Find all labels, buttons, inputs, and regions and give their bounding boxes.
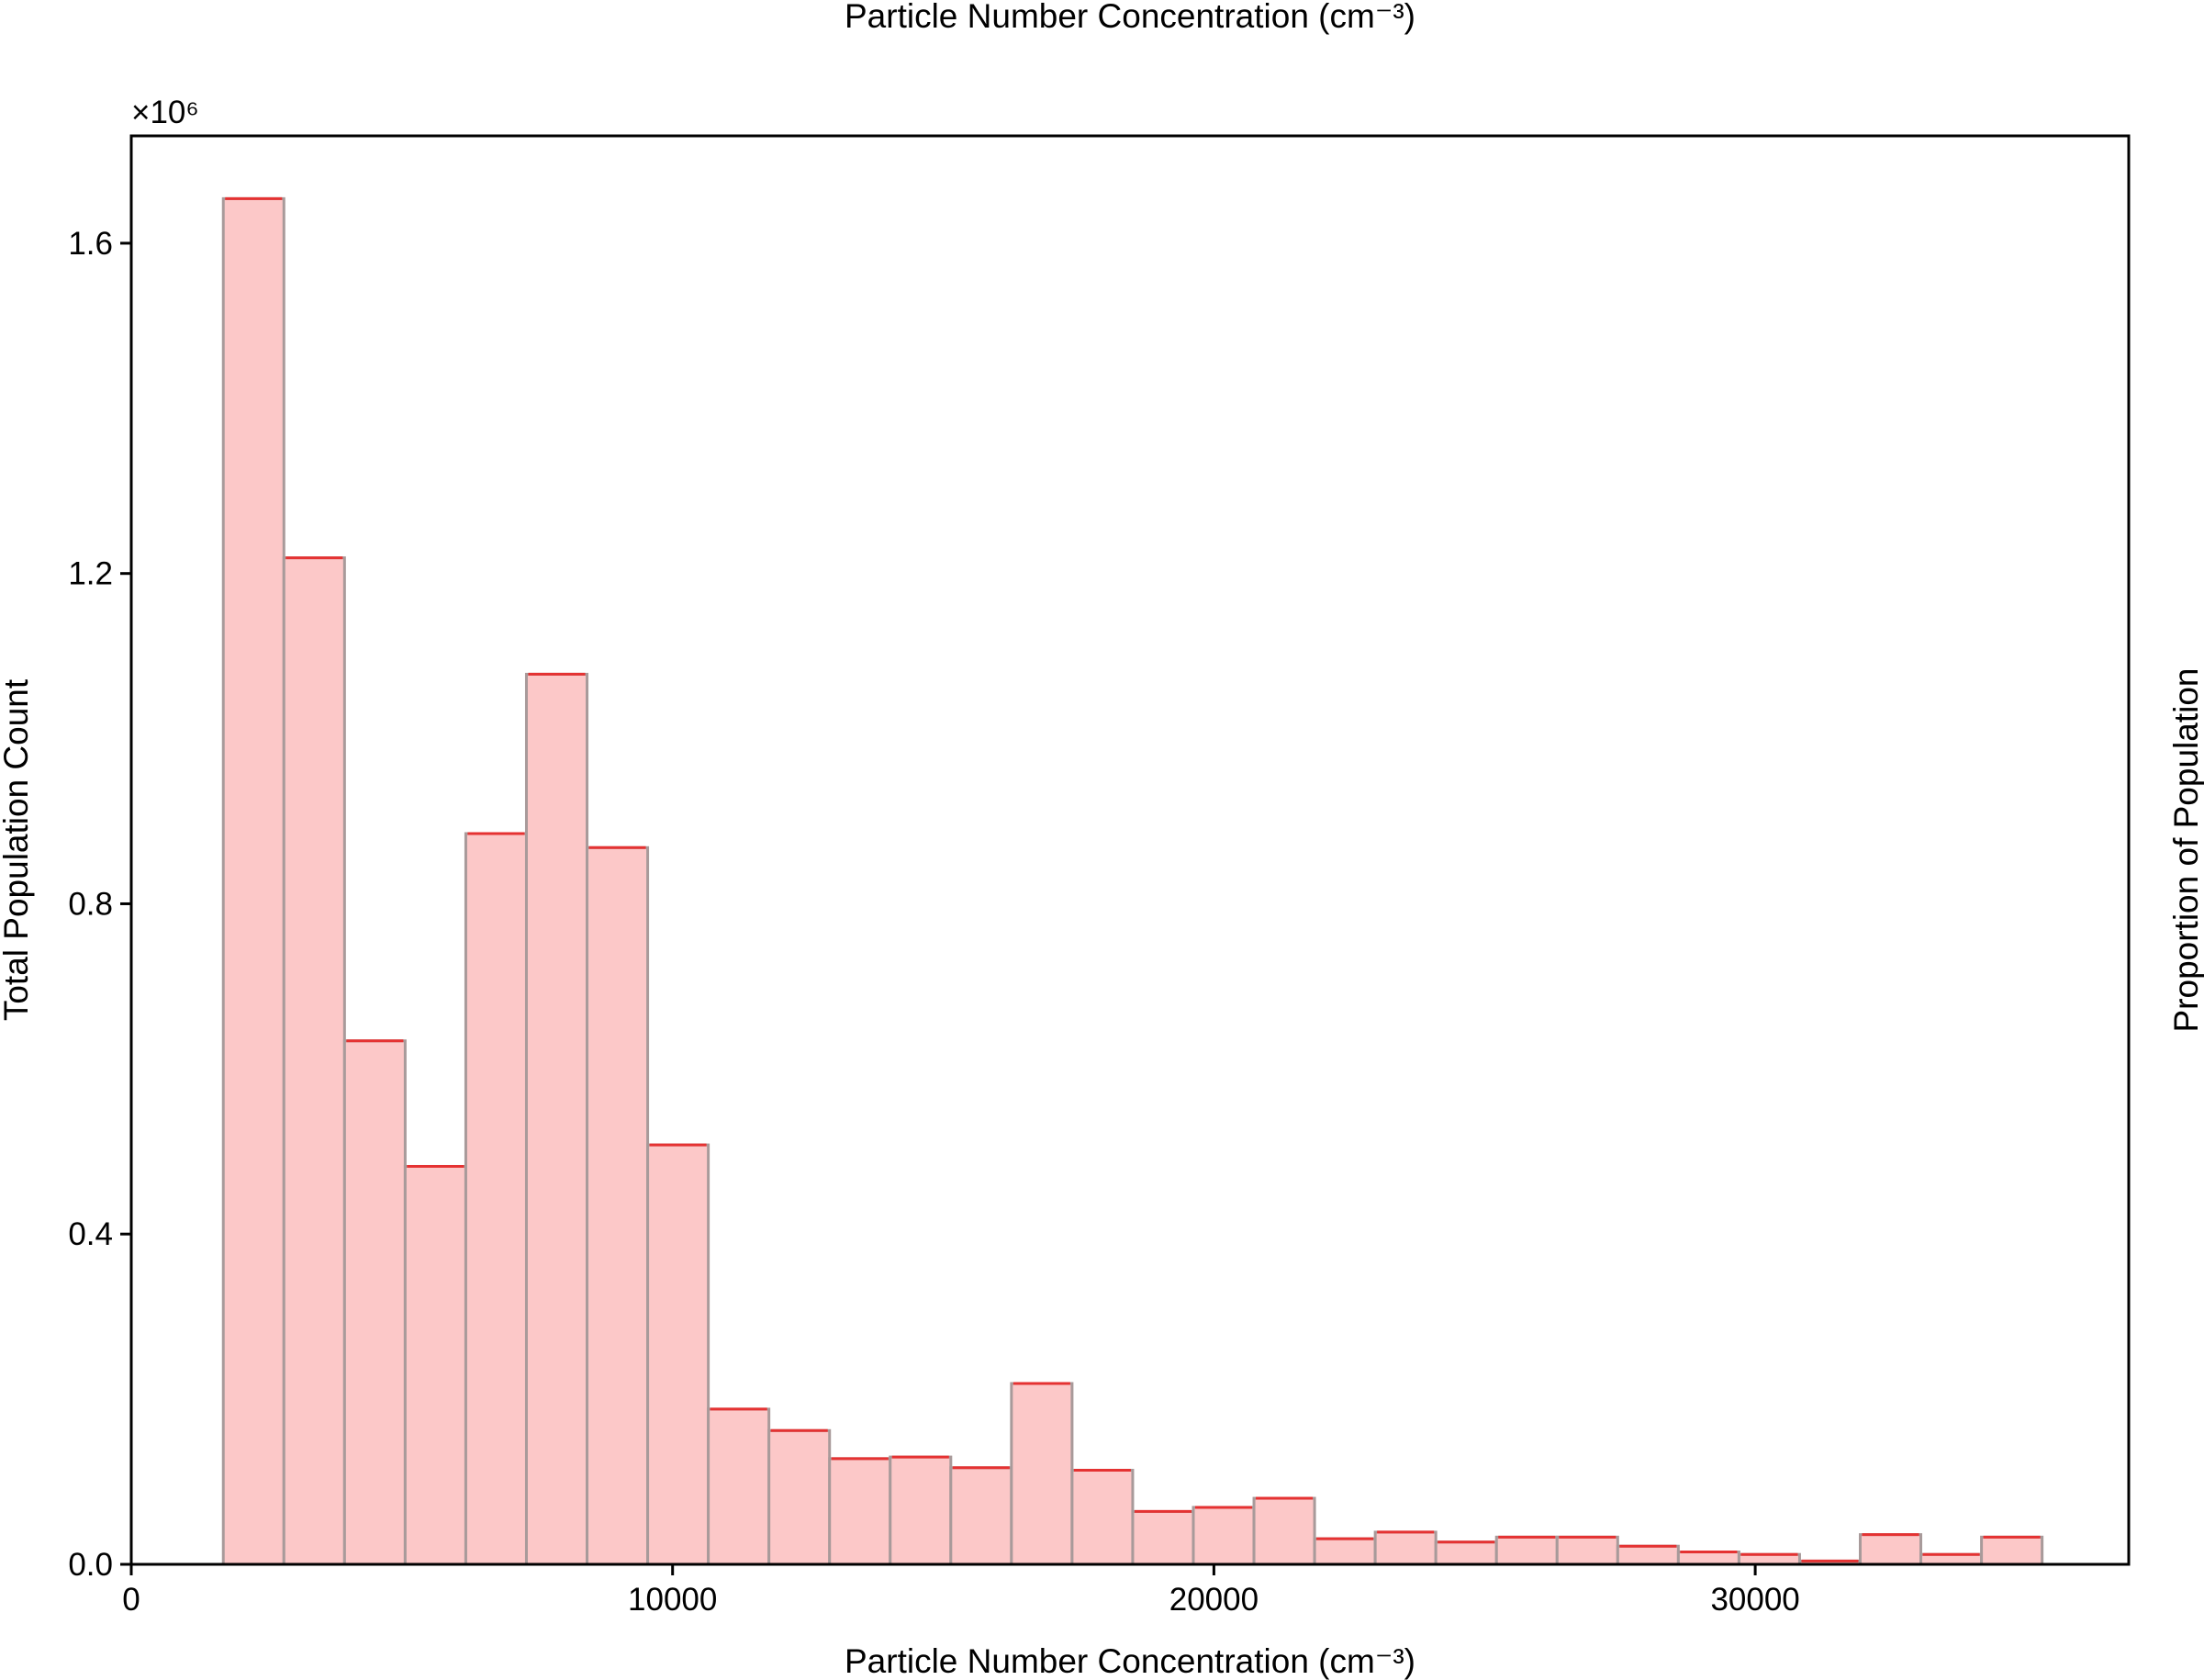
x-axis-ticks: 0 10000 20000 30000 xyxy=(122,1564,1800,1618)
y-tick-label: 0.8 xyxy=(68,886,113,922)
histogram-bar xyxy=(1010,1382,1074,1566)
histogram-bar xyxy=(1980,1535,2044,1566)
x-tick-label: 20000 xyxy=(1169,1582,1259,1618)
histogram-bar xyxy=(1373,1530,1438,1566)
y-axis-label: Total Population Count xyxy=(0,678,35,1021)
histogram-bar xyxy=(464,832,528,1566)
histogram-bar xyxy=(1494,1535,1559,1566)
histogram-bar xyxy=(767,1428,832,1566)
x-tick-label: 0 xyxy=(122,1582,140,1618)
top-axis-label: Particle Number Concentration (cm⁻³) xyxy=(845,0,1415,35)
histogram-bar xyxy=(1859,1533,1923,1566)
y-axis-ticks: 0.0 0.4 0.8 1.2 1.6 xyxy=(68,226,131,1583)
histogram-bar xyxy=(1676,1551,1740,1566)
y-tick-label: 1.2 xyxy=(68,556,113,592)
y-axis-right-label: Proportion of Population xyxy=(2167,668,2204,1033)
histogram-bar xyxy=(949,1466,1013,1566)
histogram-bar xyxy=(1919,1552,1984,1566)
histogram-bar xyxy=(403,1164,467,1566)
histogram-bar xyxy=(889,1455,953,1566)
histogram-bars xyxy=(221,196,2044,1566)
plot-frame xyxy=(129,134,2131,1566)
y-tick-label: 0.0 xyxy=(68,1547,113,1583)
x-tick-label: 10000 xyxy=(628,1582,717,1618)
histogram-bar xyxy=(586,846,650,1566)
histogram-bar xyxy=(1131,1509,1195,1566)
x-axis-label: Particle Number Concentration (cm⁻³) xyxy=(845,1642,1415,1680)
histogram-bar xyxy=(1252,1496,1316,1566)
histogram-bar xyxy=(1192,1506,1256,1566)
y-tick-label: 1.6 xyxy=(68,226,113,262)
histogram-bar xyxy=(646,1143,710,1566)
histogram-bar xyxy=(1616,1544,1680,1566)
y-axis-multiplier: ×10⁶ xyxy=(131,95,199,130)
histogram-bar xyxy=(524,672,589,1566)
histogram-bar xyxy=(1555,1535,1619,1566)
x-tick-label: 30000 xyxy=(1710,1582,1799,1618)
histogram-bar xyxy=(342,1039,407,1566)
histogram-bar xyxy=(221,196,285,1566)
histogram-bar xyxy=(1313,1537,1377,1566)
histogram-bar xyxy=(282,556,346,1566)
histogram-bar xyxy=(707,1407,771,1566)
histogram-bar xyxy=(1070,1468,1135,1566)
histogram-bar xyxy=(828,1457,892,1566)
histogram-bar xyxy=(1434,1540,1498,1566)
histogram-bar xyxy=(1737,1552,1801,1566)
y-tick-label: 0.4 xyxy=(68,1216,113,1252)
